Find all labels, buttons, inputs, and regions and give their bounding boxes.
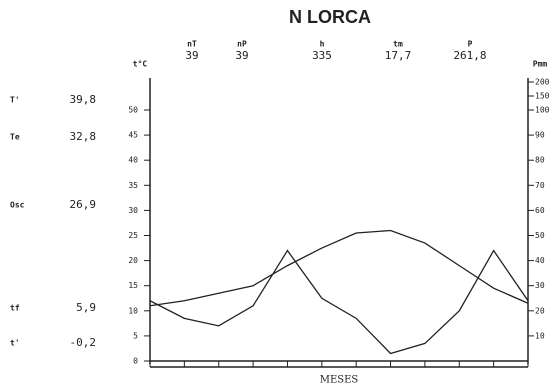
y-tick-label: 15 — [128, 281, 138, 290]
y2-tick-label: 100 — [535, 106, 550, 115]
stat-value: 335 — [312, 49, 332, 62]
stat-value: 17,7 — [385, 49, 412, 62]
x-axis-label: MESES — [320, 375, 359, 386]
data-line — [149, 229, 529, 307]
side-value: 32,8 — [70, 130, 97, 143]
stat-label: tm — [393, 40, 403, 49]
y-axis-label: t°C — [133, 60, 148, 69]
side-value: 5,9 — [76, 301, 96, 314]
stat-value: 39 — [235, 49, 248, 62]
y2-tick-label: 30 — [535, 281, 545, 290]
y2-tick-label: 200 — [535, 78, 550, 87]
y-tick-label: 40 — [128, 156, 138, 165]
y-tick-label: 50 — [128, 106, 138, 115]
y-tick-label: 30 — [128, 206, 138, 215]
stat-label: nT — [187, 40, 197, 49]
chart-title: N LORCA — [289, 7, 371, 27]
y2-tick-label: 40 — [535, 256, 545, 265]
y-tick-label: 0 — [133, 357, 138, 366]
y-tick-label: 45 — [128, 131, 138, 140]
side-label: Osc — [10, 201, 25, 210]
y-tick-label: 25 — [128, 231, 138, 240]
side-label: tf — [10, 304, 20, 313]
side-label: Te — [10, 133, 20, 142]
side-value: 26,9 — [70, 198, 97, 211]
y-tick-label: 20 — [128, 256, 138, 265]
side-label: T' — [10, 96, 20, 105]
y2-tick-label: 70 — [535, 181, 545, 190]
stat-label: h — [320, 40, 325, 49]
stat-value: 39 — [185, 49, 198, 62]
data-line — [149, 249, 529, 355]
stat-label: nP — [237, 40, 247, 49]
side-label: t' — [10, 339, 20, 348]
y-tick-label: 5 — [133, 331, 138, 340]
y2-axis-label: Pmm — [533, 60, 548, 69]
y2-tick-label: 20 — [535, 306, 545, 315]
y2-tick-label: 10 — [535, 331, 545, 340]
side-value: 39,8 — [70, 93, 97, 106]
y2-tick-label: 60 — [535, 206, 545, 215]
stat-label: P — [468, 40, 473, 49]
side-value: -0,2 — [70, 336, 97, 349]
y-tick-label: 35 — [128, 181, 138, 190]
y-tick-label: 10 — [128, 306, 138, 315]
y2-tick-label: 50 — [535, 231, 545, 240]
y2-tick-label: 150 — [535, 92, 550, 101]
y2-tick-label: 90 — [535, 131, 545, 140]
y2-tick-label: 80 — [535, 156, 545, 165]
stat-value: 261,8 — [453, 49, 486, 62]
